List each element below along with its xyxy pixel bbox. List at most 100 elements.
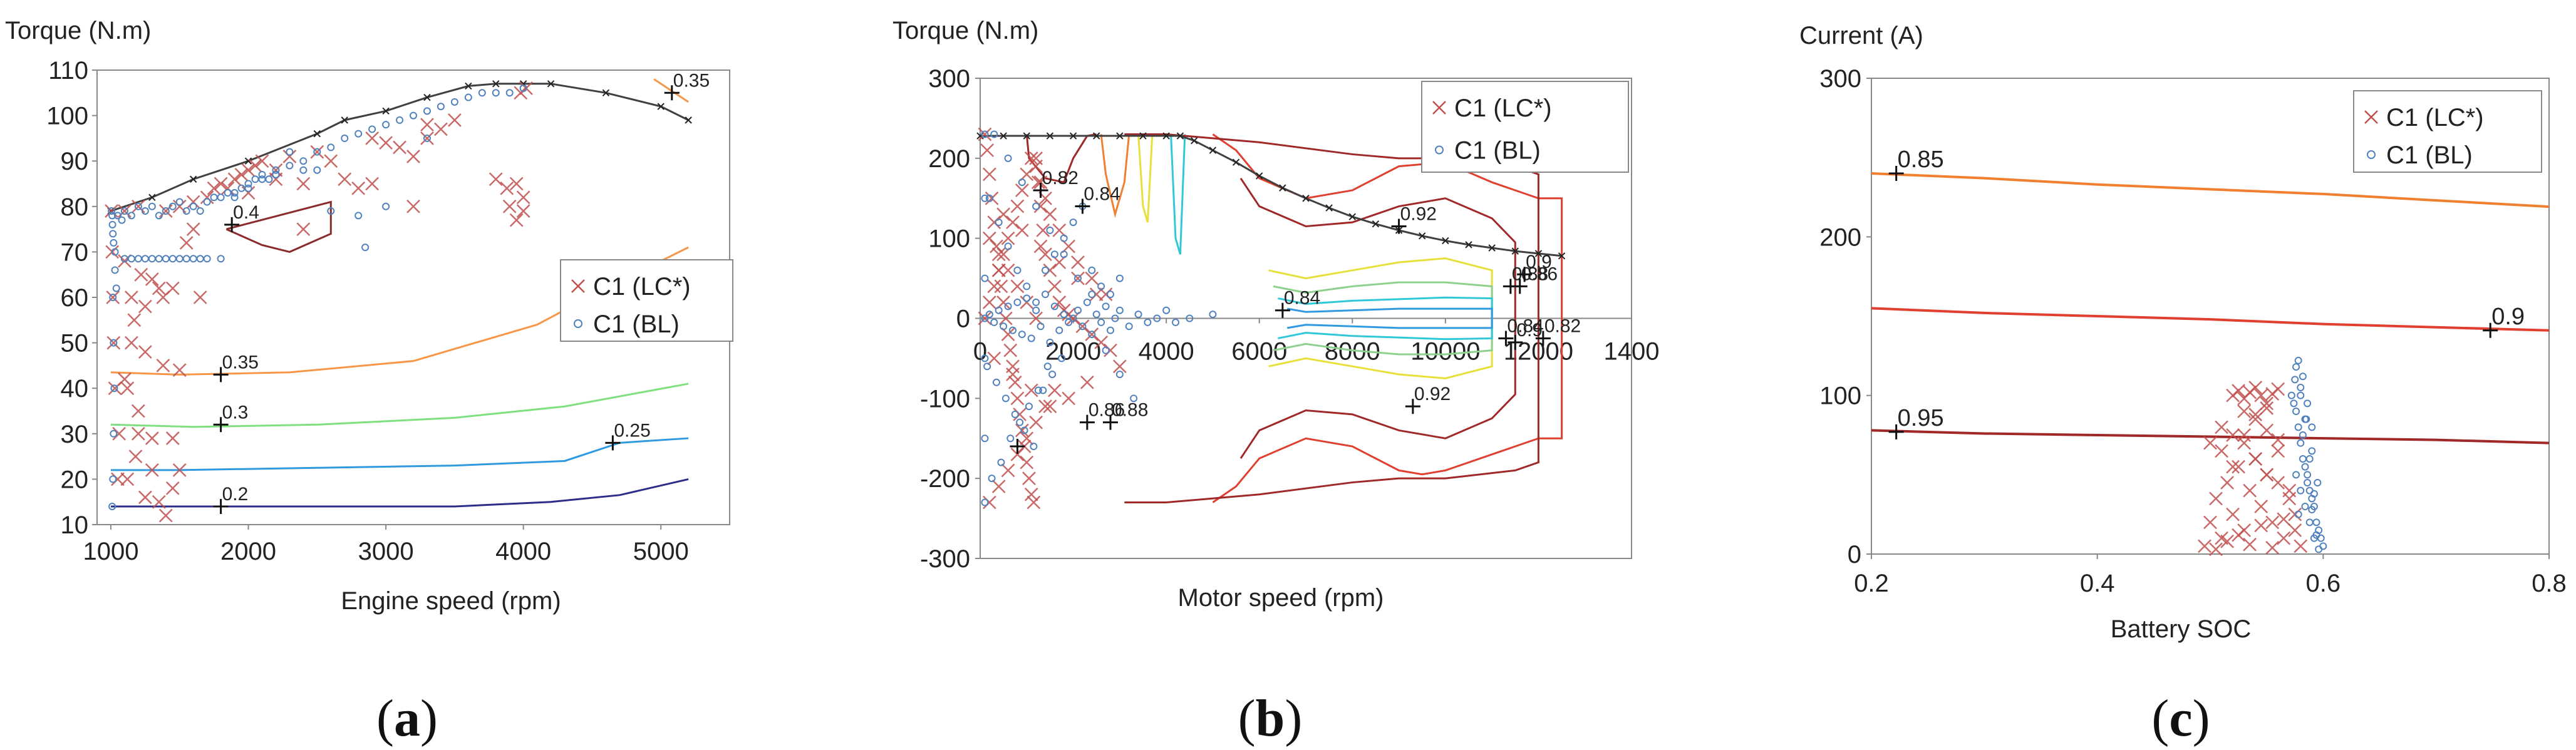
efficiency-contour-line	[110, 383, 689, 428]
bl-data-point	[1172, 318, 1179, 326]
contour-marker	[213, 367, 229, 383]
bl-data-point	[217, 193, 225, 202]
lc-data-point	[2203, 436, 2217, 450]
bl-data-point	[464, 93, 472, 101]
lc-data-point	[127, 313, 142, 327]
bl-data-point	[189, 255, 197, 263]
lc-data-point	[2220, 534, 2234, 548]
lc-data-point	[991, 480, 1006, 493]
lc-data-point	[1010, 447, 1025, 461]
lc-data-point	[379, 136, 393, 150]
bl-data-point	[1030, 443, 1038, 451]
lc-data-point	[1020, 431, 1034, 446]
lc-data-point	[106, 336, 121, 350]
y-tick-label: 10	[61, 511, 89, 539]
bl-data-point	[993, 378, 1000, 386]
bl-data-point	[2304, 399, 2312, 408]
bl-data-point	[995, 306, 1003, 314]
contour-marker	[1391, 218, 1407, 234]
bl-data-point	[1153, 314, 1161, 322]
bl-data-point	[1032, 306, 1040, 314]
bl-data-point	[2297, 486, 2305, 495]
x-tick-label: 1000	[83, 538, 138, 565]
bl-data-point	[990, 130, 998, 138]
bl-data-point	[108, 502, 116, 510]
bl-data-point	[1134, 311, 1142, 319]
bl-data-point	[2314, 479, 2322, 486]
bl-data-point	[1060, 311, 1068, 319]
lc-data-point	[1052, 255, 1067, 269]
max-torque-marker	[1176, 132, 1184, 140]
lc-data-point	[985, 191, 999, 205]
x-tick-label: 0	[973, 338, 987, 366]
x-tick-label: 2000	[1045, 338, 1101, 366]
legend-box	[2353, 90, 2542, 173]
efficiency-contour-line	[1239, 177, 1516, 460]
lc-data-point	[1003, 343, 1018, 357]
lc-data-point	[1089, 287, 1104, 302]
bl-data-point	[1092, 311, 1100, 319]
lc-data-point	[2271, 433, 2285, 447]
bl-data-point	[423, 134, 431, 142]
bl-data-point	[175, 255, 184, 263]
bl-data-point	[230, 189, 239, 197]
lc-data-point	[365, 177, 380, 191]
lc-data-point	[296, 177, 311, 191]
y-tick-label: -200	[920, 465, 970, 493]
lc-data-point	[338, 172, 352, 187]
lc-data-point	[1020, 455, 1034, 470]
lc-data-point	[2237, 404, 2251, 418]
bl-data-point	[1107, 326, 1114, 334]
contour-label: 0.4	[233, 202, 259, 223]
lc-data-point	[158, 508, 173, 523]
bl-data-point	[141, 255, 149, 263]
bl-data-point	[2297, 391, 2305, 399]
contour-marker	[224, 217, 240, 232]
contour-label: 0.95	[1898, 405, 1944, 431]
contour-marker	[664, 85, 680, 101]
contour-label: 0.25	[614, 420, 650, 441]
bl-data-point	[410, 111, 417, 120]
lc-data-point	[2209, 491, 2223, 506]
lc-data-point	[152, 495, 166, 509]
panel-b-caption-letter: b	[1256, 689, 1285, 747]
bl-data-point	[2299, 372, 2307, 381]
y-tick-label: 100	[46, 103, 88, 130]
y-tick-label: 20	[61, 466, 89, 493]
lc-data-point	[351, 181, 366, 195]
lc-data-point	[2260, 468, 2274, 482]
lc-data-point	[186, 222, 200, 236]
y-tick-label: 300	[928, 65, 970, 93]
lc-data-point	[978, 311, 992, 326]
lc-data-point	[2294, 539, 2308, 553]
max-torque-marker	[1209, 146, 1217, 154]
contour-marker	[1512, 279, 1528, 294]
bl-data-point	[1011, 410, 1019, 418]
lc-data-point	[1006, 367, 1020, 381]
bl-data-point	[354, 130, 363, 138]
lc-data-point	[2209, 542, 2223, 557]
bl-data-point	[110, 239, 118, 247]
lc-data-point	[996, 247, 1011, 262]
y-tick-label: 80	[61, 193, 89, 221]
efficiency-contour-line	[110, 437, 689, 471]
lc-data-point	[214, 177, 228, 191]
panel-b-xlabel: Motor speed (rpm)	[1178, 584, 1384, 612]
panel-c-caption: (c)	[2151, 689, 2210, 747]
lc-data-point	[207, 181, 221, 195]
lc-data-point	[1006, 215, 1020, 229]
lc-data-point	[131, 426, 145, 441]
panel-c-caption-letter: c	[2169, 689, 2192, 747]
lc-data-point	[2248, 381, 2263, 394]
bl-data-point	[175, 198, 184, 206]
lc-data-point	[138, 299, 152, 314]
contour-label: 0.86	[1089, 400, 1125, 421]
bl-data-point	[2294, 356, 2302, 364]
efficiency-contour-line	[1137, 134, 1154, 223]
bl-data-point	[1050, 250, 1058, 259]
lc-data-point	[1038, 399, 1052, 414]
max-torque-marker	[189, 175, 197, 183]
contour-marker	[1498, 331, 1514, 346]
lc-data-point	[172, 363, 187, 378]
